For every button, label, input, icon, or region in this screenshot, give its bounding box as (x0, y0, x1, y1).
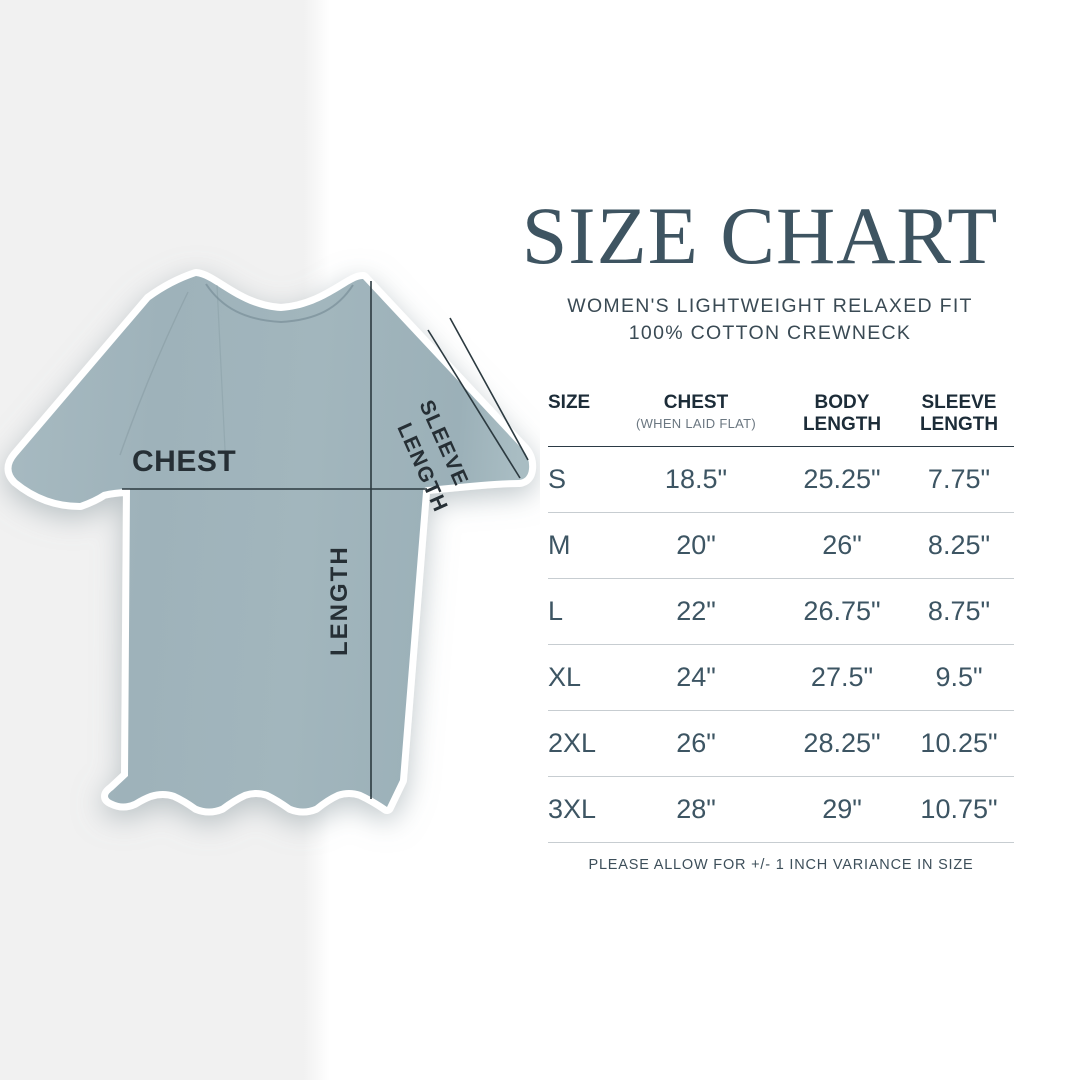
svg-text:CHEST: CHEST (132, 445, 236, 478)
svg-text:LENGTH: LENGTH (326, 545, 353, 656)
